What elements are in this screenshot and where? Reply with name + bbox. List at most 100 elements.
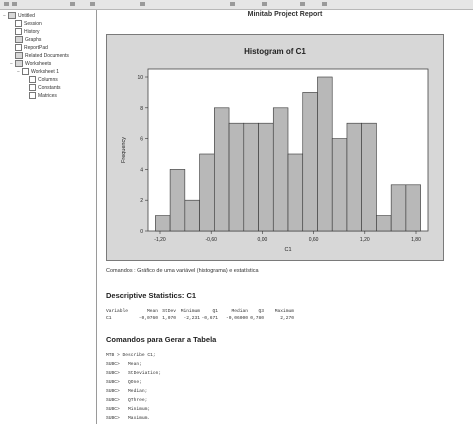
tree-item-label: Graphs [25, 36, 42, 43]
histogram-bar [228, 122, 245, 232]
stats-column-header: Q3 [258, 309, 264, 314]
session-line: SUBC> Maximum. [106, 416, 151, 421]
document-icon [29, 92, 36, 99]
toolbar-button[interactable] [90, 2, 95, 6]
tree-item-label: Worksheets [25, 60, 52, 67]
tree-item[interactable]: − Untitled [3, 12, 35, 19]
y-tick-label: 2 [140, 198, 143, 204]
toolbar-button[interactable] [300, 2, 305, 6]
x-tick-label: 0,60 [309, 237, 319, 243]
tree-item-label: Worksheet 1 [31, 68, 59, 75]
stats-column-header: Mean [146, 309, 158, 314]
tree-item-label: Columns [38, 76, 58, 83]
histogram-bar [258, 122, 274, 232]
stats-cell: -0,0760 [138, 316, 158, 321]
toolbar-button[interactable] [4, 2, 9, 6]
histogram-bar [184, 199, 200, 232]
stats-column-header: StDev [162, 309, 176, 314]
document-icon [15, 28, 22, 35]
stats-column-header: Maximum [274, 309, 294, 314]
histogram-frame: Histogram of C1 0 2 4 6 8 10 -1,20 -0,60 0,00 0,60… [106, 34, 444, 261]
tree-item[interactable]: Session [10, 20, 42, 27]
histogram-chart: Histogram of C1 0 2 4 6 8 10 -1,20 -0,60 0,00 0,60… [121, 47, 429, 253]
histogram-bar [376, 215, 392, 232]
histogram-bar [361, 122, 377, 232]
histogram-bar [317, 76, 333, 232]
tree-item-label: ReportPad [24, 44, 48, 51]
folder-icon [8, 12, 16, 19]
stats-column-header: Minimum [180, 309, 200, 314]
document-icon [15, 20, 22, 27]
session-line: SUBC> QThree; [106, 398, 148, 403]
toolbar-button[interactable] [70, 2, 75, 6]
histogram-bar [302, 92, 318, 232]
y-tick-label: 6 [140, 137, 143, 143]
session-line: SUBC> Mean; [106, 362, 142, 367]
session-line: SUBC> Minimum; [106, 407, 151, 412]
stats-cell: -0,06000 [225, 316, 248, 321]
y-tick-label: 10 [137, 75, 143, 81]
stats-cell: 1,070 [162, 316, 176, 321]
tree-item[interactable]: Matrices [24, 92, 57, 99]
histogram-bar [169, 169, 186, 232]
expand-toggle-icon[interactable]: − [17, 68, 20, 75]
toolbar-button[interactable] [140, 2, 145, 6]
x-tick-label: 1,20 [360, 237, 370, 243]
x-tick-label: 0,00 [258, 237, 268, 243]
stats-cell: 2,270 [280, 316, 294, 321]
folder-icon [15, 60, 23, 67]
tree-item[interactable]: − Worksheets [10, 60, 51, 67]
toolbar [0, 0, 473, 10]
report-title: Minitab Project Report [247, 11, 323, 18]
tree-item[interactable]: Related Documents [10, 52, 69, 59]
y-tick-label: 8 [140, 106, 143, 112]
document-icon [22, 68, 29, 75]
stats-column-header: Median [231, 309, 248, 314]
toolbar-button[interactable] [12, 2, 17, 6]
toolbar-button[interactable] [230, 2, 235, 6]
stats-column-header: Variable [106, 309, 129, 314]
commands-heading: Comandos para Gerar a Tabela [106, 335, 217, 344]
y-tick-label: 0 [140, 229, 143, 235]
stats-column-header: Q1 [212, 309, 218, 314]
stats-cell: -2,231 [183, 316, 200, 321]
histogram-bar [243, 122, 259, 232]
histogram-bar [155, 215, 171, 232]
session-line: SUBC> QOne; [106, 380, 142, 385]
tree-item[interactable]: History [10, 28, 40, 35]
session-line: SUBC> StDeviation; [106, 371, 162, 376]
project-tree: − Untitled Session History Graphs ReportPad Re… [0, 10, 97, 424]
folder-icon [15, 52, 23, 59]
stats-data-row: C1 -0,0760 1,070 -2,231-0,671 -0,06000 0,780 2… [106, 316, 294, 321]
tree-item-label: Untitled [18, 12, 35, 19]
session-line: MTB > Describe C1; [106, 353, 156, 358]
chart-title: Histogram of C1 [244, 47, 306, 56]
toolbar-button[interactable] [262, 2, 267, 6]
x-tick-label: -0,60 [205, 237, 217, 243]
tree-item[interactable]: Constants [24, 84, 61, 91]
document-icon [29, 84, 36, 91]
x-tick-label: -1,20 [154, 237, 166, 243]
y-tick-label: 4 [140, 167, 143, 173]
toolbar-button[interactable] [322, 2, 327, 6]
stats-cell: 0,780 [250, 316, 264, 321]
tree-item[interactable]: − Worksheet 1 [17, 68, 59, 75]
tree-item-label: Related Documents [25, 52, 69, 59]
tree-item[interactable]: Columns [24, 76, 58, 83]
tree-item-label: Matrices [38, 92, 57, 99]
expand-toggle-icon[interactable]: − [3, 12, 6, 19]
tree-item[interactable]: ReportPad [10, 44, 48, 51]
histogram-bar [390, 184, 407, 232]
folder-icon [15, 36, 23, 43]
tree-item[interactable]: Graphs [10, 36, 41, 43]
histogram-bar [405, 184, 421, 232]
histogram-bar [346, 122, 362, 232]
histogram-bar [331, 138, 348, 232]
histogram-bar [287, 153, 304, 232]
x-tick-label: 1,80 [411, 237, 421, 243]
tree-item-label: Session [24, 20, 42, 27]
command-note: Comandos : Gráfico de uma variável (hist… [106, 268, 259, 274]
stats-cell: -0,671 [201, 316, 218, 321]
expand-toggle-icon[interactable]: − [10, 60, 13, 67]
histogram-bar [272, 107, 289, 232]
